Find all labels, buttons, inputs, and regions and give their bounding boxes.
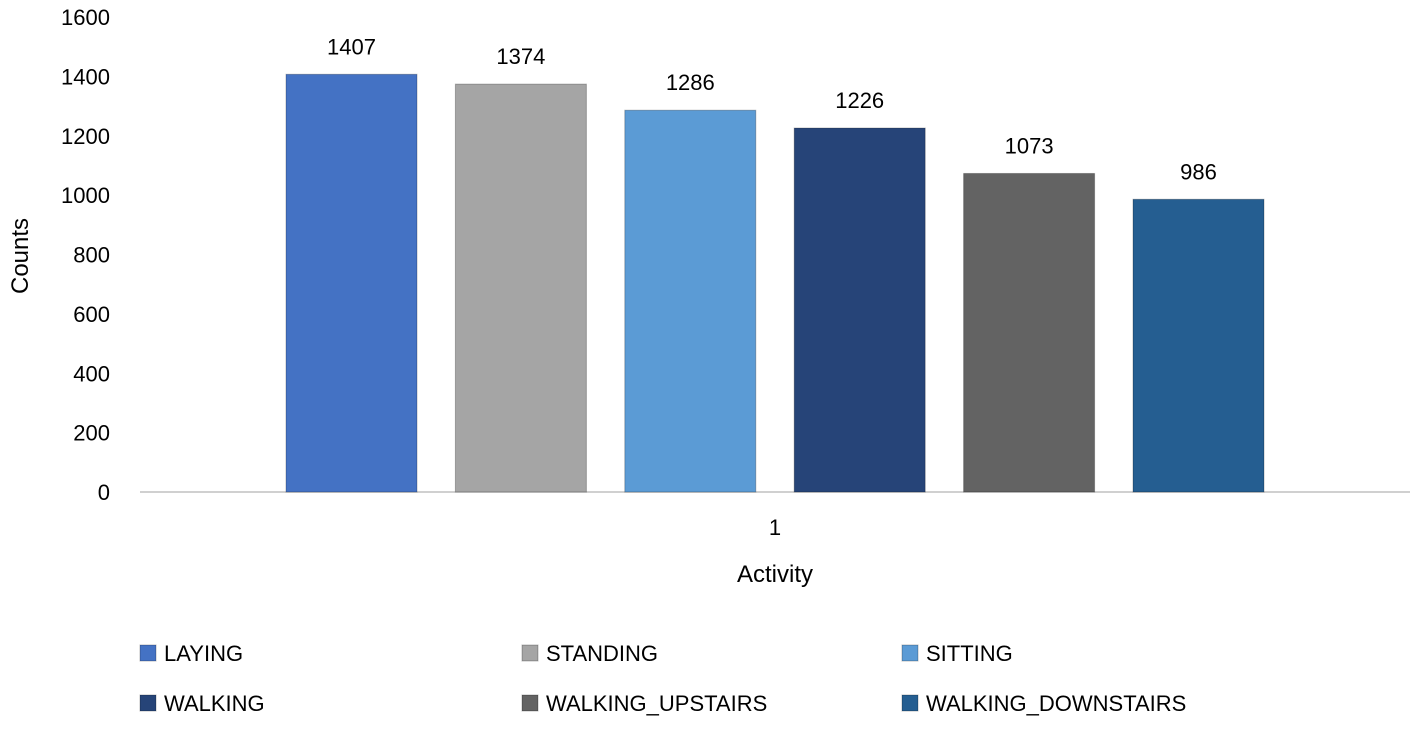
data-label: 1073 xyxy=(1005,133,1054,158)
bar xyxy=(624,109,757,493)
y-tick-label: 1400 xyxy=(61,64,110,89)
y-tick-label: 400 xyxy=(73,361,110,386)
bar-series: 1407 1374 1286 1226 1073 986 xyxy=(285,34,1265,493)
y-tick-label: 1600 xyxy=(61,5,110,30)
y-tick-label: 0 xyxy=(98,480,110,505)
legend-label: LAYING xyxy=(164,641,243,666)
y-axis-title: Counts xyxy=(7,218,34,294)
y-tick-label: 200 xyxy=(73,421,110,446)
legend-label: STANDING xyxy=(546,641,658,666)
data-label: 1374 xyxy=(496,44,545,69)
y-tick-label: 600 xyxy=(73,302,110,327)
y-axis-ticks: 0 200 400 600 800 1000 1200 1400 1600 xyxy=(61,5,110,505)
y-tick-label: 800 xyxy=(73,243,110,268)
legend-item: LAYING xyxy=(139,641,243,666)
x-tick-label: 1 xyxy=(769,515,781,540)
bar xyxy=(793,127,926,493)
data-label: 1407 xyxy=(327,34,376,59)
legend-item: WALKING xyxy=(139,691,265,716)
x-axis-title: Activity xyxy=(737,561,813,588)
legend-swatch xyxy=(139,694,157,712)
bar xyxy=(285,73,418,493)
y-tick-label: 1200 xyxy=(61,124,110,149)
data-label: 1286 xyxy=(666,70,715,95)
bar xyxy=(963,172,1096,493)
x-axis-ticks: 1 xyxy=(769,515,781,540)
legend-swatch xyxy=(901,644,919,662)
data-label: 986 xyxy=(1180,159,1217,184)
legend-label: WALKING_UPSTAIRS xyxy=(546,691,767,716)
legend-label: WALKING_DOWNSTAIRS xyxy=(926,691,1186,716)
legend-item: WALKING_DOWNSTAIRS xyxy=(901,691,1186,716)
legend-swatch xyxy=(521,694,539,712)
bar xyxy=(454,83,587,493)
legend-label: WALKING xyxy=(164,691,265,716)
legend-swatch xyxy=(901,694,919,712)
legend-item: WALKING_UPSTAIRS xyxy=(521,691,767,716)
y-tick-label: 1000 xyxy=(61,183,110,208)
bar xyxy=(1132,198,1265,493)
legend-item: STANDING xyxy=(521,641,658,666)
legend-swatch xyxy=(521,644,539,662)
legend: LAYING STANDING SITTING WALKING WALKING_UPST… xyxy=(139,641,1186,716)
data-label: 1226 xyxy=(835,88,884,113)
legend-swatch xyxy=(139,644,157,662)
legend-item: SITTING xyxy=(901,641,1013,666)
legend-label: SITTING xyxy=(926,641,1013,666)
